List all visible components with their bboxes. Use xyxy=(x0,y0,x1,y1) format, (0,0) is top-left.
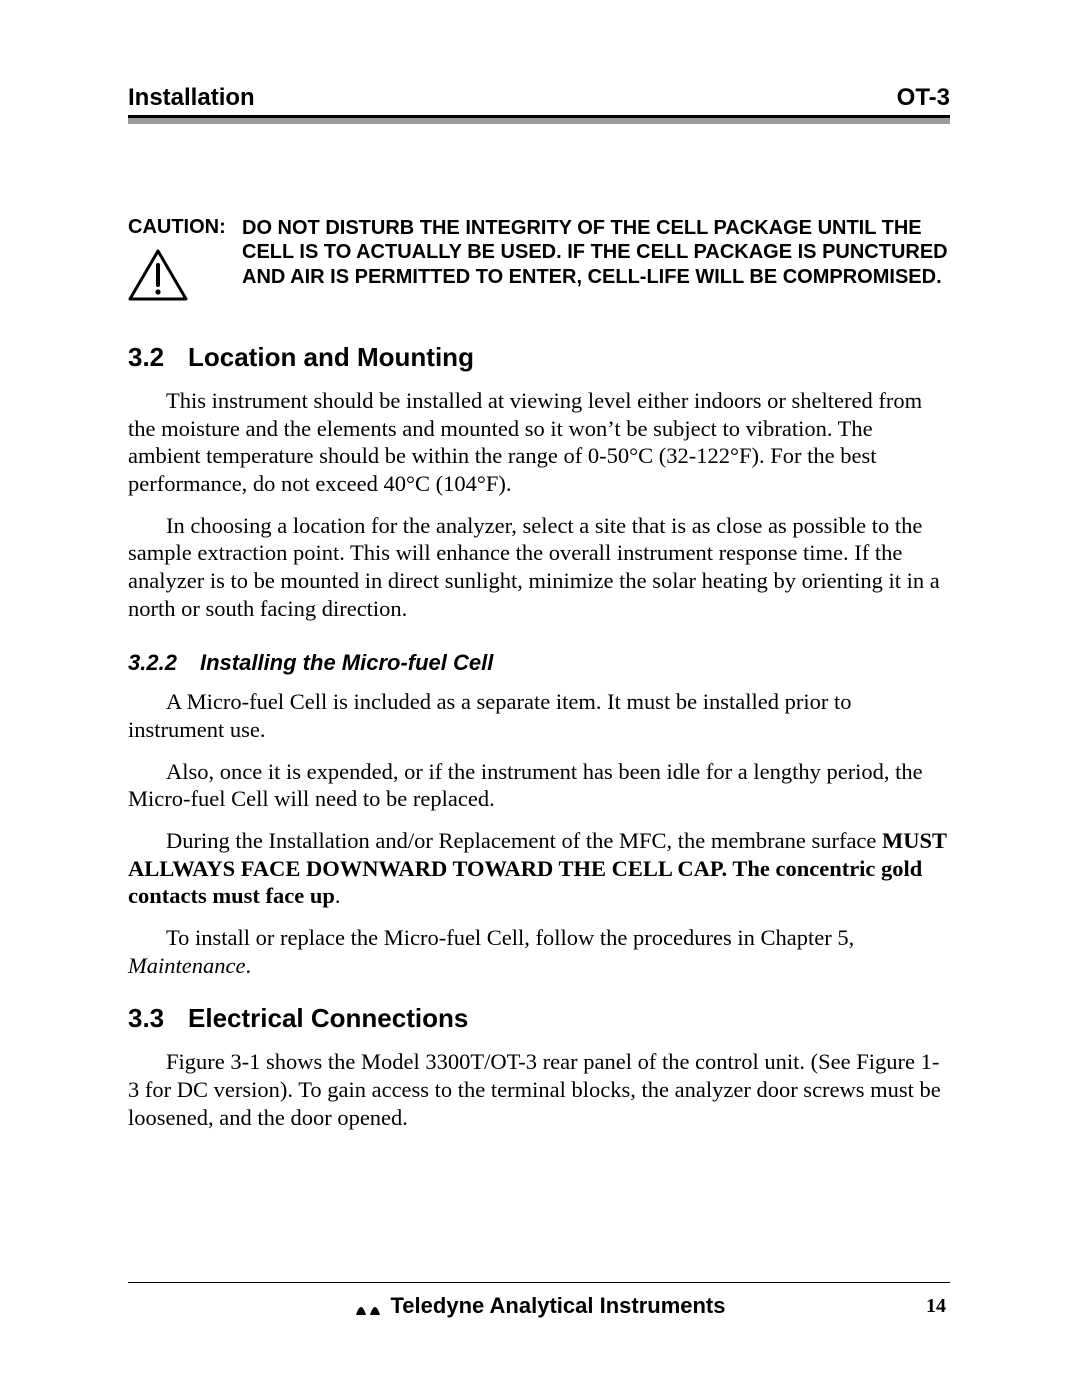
section-title: Electrical Connections xyxy=(188,1003,468,1033)
footer-page-number: 14 xyxy=(926,1295,946,1318)
header-right: OT-3 xyxy=(897,84,950,112)
sec322-p4-lead: To install or replace the Micro-fuel Cel… xyxy=(166,925,854,950)
sec322-p3-tail: . xyxy=(335,883,341,908)
warning-triangle-icon xyxy=(128,249,188,301)
section-3-3-heading: 3.3Electrical Connections xyxy=(128,1003,950,1034)
subsection-title: Installing the Micro-fuel Cell xyxy=(200,650,493,675)
sec32-para-1: This instrument should be installed at v… xyxy=(128,387,950,498)
sec33-para-1: Figure 3-1 shows the Model 3300T/OT-3 re… xyxy=(128,1048,950,1131)
subsection-3-2-2-heading: 3.2.2Installing the Micro-fuel Cell xyxy=(128,650,950,676)
section-title: Location and Mounting xyxy=(188,342,474,372)
footer-row: Teledyne Analytical Instruments 14 xyxy=(128,1293,950,1319)
page-header: Installation OT-3 xyxy=(128,84,950,115)
sec322-p4-tail: . xyxy=(245,953,251,978)
section-number: 3.2 xyxy=(128,342,188,373)
sec322-para-1: A Micro-fuel Cell is included as a separ… xyxy=(128,688,950,743)
section-3-2-heading: 3.2Location and Mounting xyxy=(128,342,950,373)
manual-page: Installation OT-3 CAUTION: DO NOT DISTUR… xyxy=(0,0,1080,1397)
caution-block: CAUTION: DO NOT DISTURB THE INTEGRITY OF… xyxy=(128,216,950,306)
sec322-para-3: During the Installation and/or Replaceme… xyxy=(128,827,950,910)
subsection-number: 3.2.2 xyxy=(128,650,200,676)
footer-brand: Teledyne Analytical Instruments xyxy=(391,1293,726,1319)
caution-label: CAUTION: xyxy=(128,216,236,239)
footer-rule xyxy=(128,1282,950,1283)
section-number: 3.3 xyxy=(128,1003,188,1034)
sec322-p3-lead: During the Installation and/or Replaceme… xyxy=(166,828,882,853)
header-rule xyxy=(128,115,950,124)
caution-left-column: CAUTION: xyxy=(128,216,236,306)
caution-text: DO NOT DISTURB THE INTEGRITY OF THE CELL… xyxy=(236,216,950,289)
sec32-para-2: In choosing a location for the analyzer,… xyxy=(128,512,950,623)
teledyne-logo-icon xyxy=(353,1295,383,1317)
sec322-para-2: Also, once it is expended, or if the ins… xyxy=(128,758,950,813)
sec322-p4-italic: Maintenance xyxy=(128,953,245,978)
header-left: Installation xyxy=(128,84,255,112)
sec322-para-4: To install or replace the Micro-fuel Cel… xyxy=(128,924,950,979)
